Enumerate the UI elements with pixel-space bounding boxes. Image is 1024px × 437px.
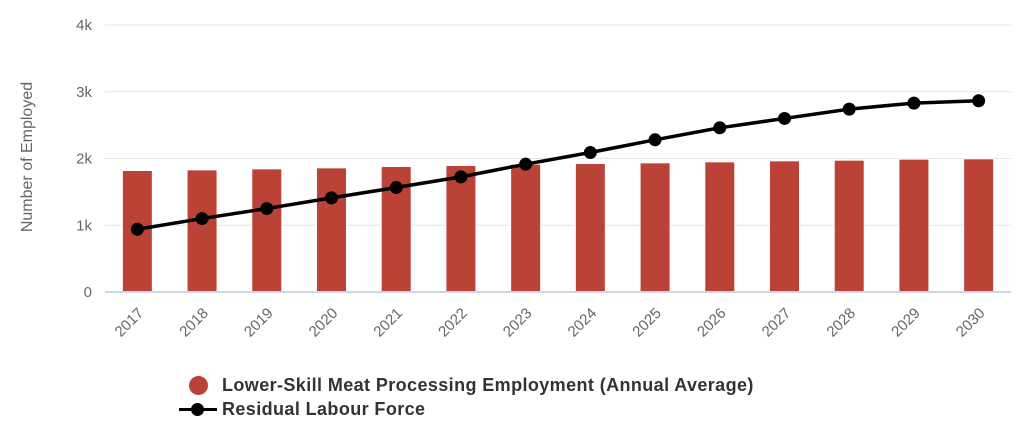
x-tick-label-2021: 2021 <box>370 305 406 341</box>
line-series-marker-dot <box>191 403 204 416</box>
line-marker-2025[interactable] <box>648 133 662 147</box>
bar-2030[interactable] <box>963 158 995 293</box>
x-tick-label-2027: 2027 <box>759 305 795 341</box>
line-marker-2018[interactable] <box>195 212 209 226</box>
bar-2026[interactable] <box>704 161 736 293</box>
x-tick-label-2017: 2017 <box>112 305 148 341</box>
bar-2023[interactable] <box>510 163 542 293</box>
x-tick-label-2030: 2030 <box>953 305 989 341</box>
bar-2022[interactable] <box>445 165 477 293</box>
bar-2027[interactable] <box>769 160 800 293</box>
y-tick-label-1k: 1k <box>76 217 92 234</box>
y-tick-label-2k: 2k <box>76 151 92 168</box>
x-tick-label-2025: 2025 <box>629 305 665 341</box>
legend-item-line-series[interactable]: Residual Labour Force <box>178 398 754 421</box>
x-tick-label-2029: 2029 <box>888 305 924 341</box>
line-marker-2024[interactable] <box>583 145 597 159</box>
line-series-marker <box>178 398 218 421</box>
line-marker-2021[interactable] <box>389 181 403 195</box>
line-marker-2029[interactable] <box>907 96 921 110</box>
bar-series-marker-icon <box>188 376 208 395</box>
bar-2020[interactable] <box>316 167 347 293</box>
bar-2019[interactable] <box>251 168 283 293</box>
line-marker-2023[interactable] <box>519 157 533 171</box>
line-marker-2028[interactable] <box>842 102 856 116</box>
line-marker-2022[interactable] <box>454 170 468 184</box>
bar-2025[interactable] <box>639 162 671 293</box>
line-series-path <box>137 99 979 231</box>
bar-2024[interactable] <box>574 163 606 293</box>
line-marker-2027[interactable] <box>778 111 791 125</box>
bar-2028[interactable] <box>833 159 865 293</box>
x-tick-label-2018: 2018 <box>176 305 212 341</box>
y-tick-label-0: 0 <box>84 284 92 301</box>
bar-series-marker <box>178 374 218 397</box>
legend-item-bar-series[interactable]: Lower-Skill Meat Processing Employment (… <box>178 374 754 397</box>
bar-2018[interactable] <box>186 169 218 293</box>
x-tick-label-2028: 2028 <box>823 305 859 341</box>
x-tick-label-2026: 2026 <box>694 305 730 341</box>
line-marker-2020[interactable] <box>325 191 338 205</box>
x-tick-label-2020: 2020 <box>306 305 342 341</box>
line-marker-2017[interactable] <box>130 222 144 236</box>
bar-2029[interactable] <box>898 158 930 293</box>
y-axis-title: Number of Employed <box>19 81 36 233</box>
x-tick-label-2019: 2019 <box>241 305 277 341</box>
line-marker-2030[interactable] <box>972 94 986 108</box>
x-tick-label-2023: 2023 <box>500 305 536 341</box>
y-tick-label-4k: 4k <box>76 17 92 34</box>
plot-area: 0 1k 2k 3k 4k 2017 2018 2019 2020 2021 2022 2023 202… <box>76 17 1011 341</box>
legend: Lower-Skill Meat Processing Employment (… <box>178 374 754 421</box>
legend-label-line-series: Residual Labour Force <box>222 399 426 419</box>
legend-label-bar-series: Lower-Skill Meat Processing Employment (… <box>222 375 754 395</box>
x-tick-label-2024: 2024 <box>565 305 601 341</box>
line-marker-2026[interactable] <box>713 121 727 135</box>
x-tick-label-2022: 2022 <box>435 305 471 341</box>
line-marker-2019[interactable] <box>260 202 274 216</box>
y-tick-label-3k: 3k <box>76 84 92 101</box>
